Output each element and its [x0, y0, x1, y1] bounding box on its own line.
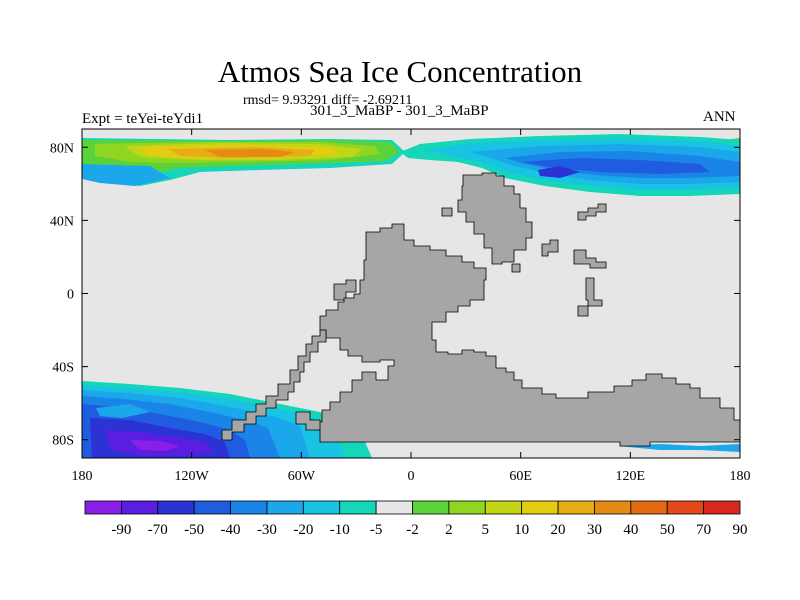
colorbar-swatch	[557, 500, 595, 515]
colorbar-label: -40	[221, 522, 241, 538]
arctic-negative-region	[400, 134, 740, 196]
land-asia-chain	[541, 239, 559, 257]
contour-band	[520, 158, 710, 174]
colorbar-swatch	[302, 500, 341, 515]
colorbar-swatch	[412, 500, 450, 515]
x-axis: 180 120W 60W 0 60E 120E 180	[72, 129, 751, 484]
colorbar-swatch	[120, 500, 159, 515]
colorbar-swatch	[230, 500, 268, 515]
y-tick-label: 80S	[52, 434, 74, 449]
stats-label: rmsd= 9.93291 diff= -2.69211	[243, 93, 413, 108]
colorbar: -90 -70 -50 -40 -30 -20 -10 -5 -2 2 5 10 20 30 40 50 70 9…	[84, 500, 748, 538]
x-tick-label: 120W	[175, 469, 210, 484]
colorbar-label: -2	[406, 522, 419, 538]
land-north-landmass	[457, 172, 533, 265]
case-label: 301_3_MaBP - 301_3_MaBP	[310, 103, 489, 119]
land-pangaea	[317, 223, 740, 447]
arctic-positive-region	[82, 138, 740, 186]
land-americas	[221, 329, 327, 441]
landmasses	[221, 172, 740, 447]
contour-band	[205, 149, 295, 157]
colorbar-label: -5	[370, 522, 383, 538]
colorbar-swatch	[157, 500, 195, 515]
y-tick-label: 80N	[50, 141, 74, 156]
y-tick-label: 40N	[50, 214, 74, 229]
x-tick-label: 180	[730, 469, 751, 484]
y-axis: 80N 40N 0 40S 80S	[50, 141, 740, 449]
contour-band	[96, 404, 150, 418]
colorbar-label: 70	[696, 522, 711, 538]
colorbar-swatch	[666, 500, 705, 515]
land-island	[577, 305, 589, 317]
colorbar-label: 10	[514, 522, 529, 538]
land-island	[441, 207, 453, 217]
colorbar-label: -70	[148, 522, 168, 538]
colorbar-swatch	[594, 500, 632, 515]
contour-band	[82, 164, 170, 186]
experiment-label: Expt = teYei-teYdi1	[82, 111, 204, 127]
colorbar-label: -20	[293, 522, 313, 538]
land-asia-chain	[573, 249, 607, 269]
colorbar-label: 5	[482, 522, 490, 538]
colorbar-label: -90	[111, 522, 131, 538]
colorbar-label: 2	[445, 522, 453, 538]
colorbar-swatch	[375, 500, 413, 515]
colorbar-label: -30	[257, 522, 277, 538]
season-label: ANN	[703, 109, 736, 125]
chart-title: Atmos Sea Ice Concentration	[217, 54, 583, 89]
x-tick-label: 120E	[616, 469, 646, 484]
x-tick-label: 60E	[509, 469, 532, 484]
colorbar-label: 50	[660, 522, 675, 538]
y-tick-label: 0	[67, 288, 74, 303]
colorbar-swatch	[266, 500, 304, 515]
x-tick-label: 180	[72, 469, 93, 484]
x-tick-label: 0	[408, 469, 415, 484]
colorbar-swatch	[484, 500, 523, 515]
colorbar-label: 40	[623, 522, 638, 538]
colorbar-swatch	[448, 500, 486, 515]
colorbar-swatch	[193, 500, 231, 515]
colorbar-label: 20	[551, 522, 566, 538]
southern-negative-region	[82, 381, 740, 458]
land-island	[585, 277, 603, 307]
y-tick-label: 40S	[52, 361, 74, 376]
x-tick-label: 60W	[288, 469, 316, 484]
colorbar-swatch	[521, 500, 559, 515]
colorbar-swatch	[84, 500, 122, 515]
land-island	[333, 279, 357, 301]
land-asia-chain	[577, 203, 607, 221]
contour-band	[538, 166, 580, 178]
land-island	[295, 411, 321, 431]
land-island	[511, 263, 521, 273]
colorbar-label: -50	[184, 522, 204, 538]
colorbar-label: -10	[330, 522, 350, 538]
colorbar-swatch	[630, 500, 668, 515]
colorbar-swatch	[339, 500, 377, 515]
colorbar-label: 30	[587, 522, 602, 538]
colorbar-swatch	[703, 500, 741, 515]
colorbar-label: 90	[733, 522, 748, 538]
contour-band	[130, 440, 180, 451]
